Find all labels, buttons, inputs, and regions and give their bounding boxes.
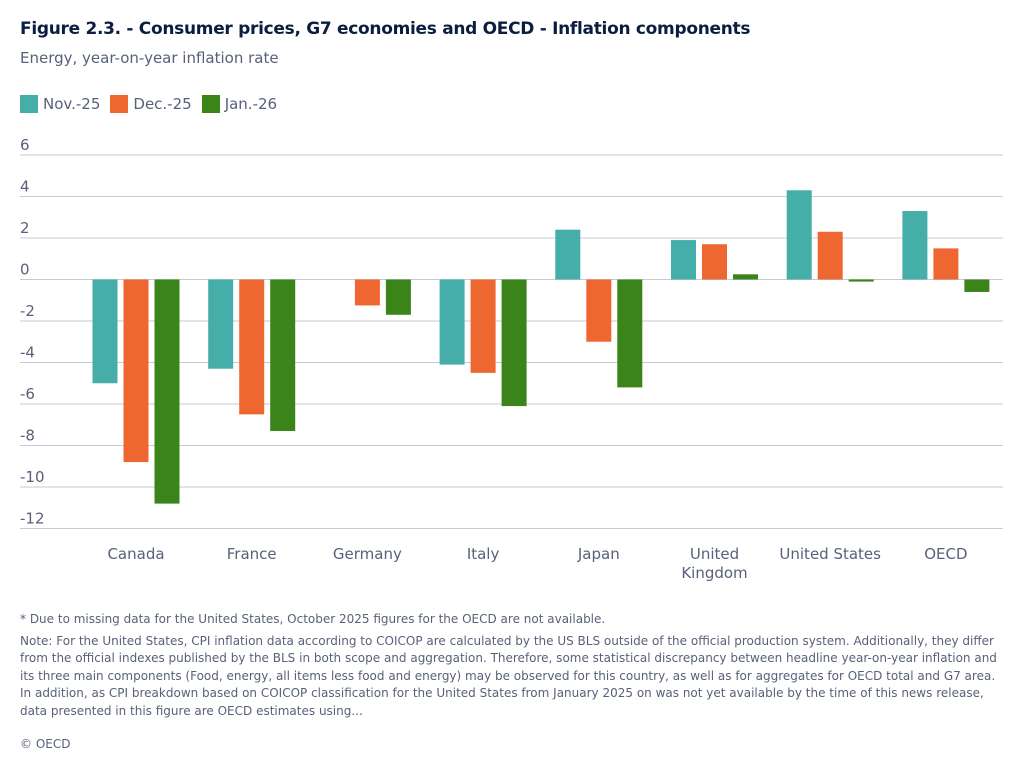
y-tick-label: 2 — [20, 219, 30, 237]
y-tick-label: -8 — [20, 427, 35, 445]
bar-Jan.-26-United Kingdom — [733, 274, 758, 280]
y-tick-label: 6 — [20, 136, 30, 154]
bar-Jan.-26-United States — [848, 279, 874, 282]
y-tick-label: 0 — [20, 261, 30, 279]
bar-Dec.-25-United Kingdom — [702, 244, 727, 280]
bar-Nov.-25-France — [208, 279, 234, 369]
y-tick-label: -12 — [20, 510, 45, 528]
bar-Nov.-25-Italy — [439, 279, 465, 365]
bar-Dec.-25-Italy — [470, 279, 496, 373]
bar-Dec.-25-Japan — [586, 279, 612, 342]
x-tick-label: OECD — [924, 545, 967, 563]
bar-Nov.-25-Canada — [92, 279, 118, 384]
footnote: * Due to missing data for the United Sta… — [20, 612, 606, 626]
bar-Nov.-25-Japan — [555, 229, 581, 280]
legend-label: Dec.-25 — [133, 95, 192, 113]
bar-Jan.-26-Canada — [154, 279, 180, 504]
bar-Dec.-25-Canada — [123, 279, 149, 463]
x-tick-label: Japan — [577, 545, 620, 563]
legend-label: Nov.-25 — [43, 95, 101, 113]
y-tick-label: -10 — [20, 468, 45, 486]
x-tick-label: Italy — [467, 545, 500, 563]
legend-item-jan[interactable]: Jan.-26 — [201, 95, 278, 113]
bar-Jan.-26-France — [270, 279, 296, 431]
bar-Nov.-25-OECD — [902, 211, 928, 280]
x-tick-label: Canada — [107, 545, 164, 563]
x-tick-label: Kingdom — [681, 564, 747, 582]
x-tick-label: United — [690, 545, 739, 563]
chart-subtitle: Energy, year-on-year inflation rate — [20, 49, 279, 67]
bar-Jan.-26-Germany — [385, 279, 411, 315]
bar-Dec.-25-Germany — [354, 279, 380, 306]
x-tick-label: United States — [779, 545, 881, 563]
bar-Nov.-25-United States — [786, 190, 812, 280]
chart-title: Figure 2.3. - Consumer prices, G7 econom… — [20, 19, 751, 39]
legend-label: Jan.-26 — [224, 95, 278, 113]
legend-item-dec[interactable]: Dec.-25 — [110, 95, 192, 113]
legend: Nov.-25 Dec.-25 Jan.-26 — [20, 95, 277, 113]
bar-Jan.-26-Japan — [617, 279, 643, 388]
legend-item-nov[interactable]: Nov.-25 — [20, 95, 100, 113]
legend-swatch — [201, 95, 220, 113]
bar-Nov.-25-United Kingdom — [671, 240, 696, 280]
x-tick-label: Germany — [333, 545, 402, 563]
copyright: © OECD — [20, 737, 71, 751]
bar-Dec.-25-France — [239, 279, 265, 415]
y-tick-label: -2 — [20, 302, 35, 320]
legend-swatch — [20, 95, 38, 113]
bar-chart: 6 4 2 0 -2 -4 -6 -8 -10 -12 Canada France Germany Ita… — [20, 136, 1003, 582]
note: Note: For the United States, CPI inflati… — [20, 634, 997, 718]
bar-Jan.-26-OECD — [964, 279, 990, 292]
y-tick-label: 4 — [20, 178, 30, 196]
x-tick-label: France — [227, 545, 277, 563]
bar-Jan.-26-Italy — [501, 279, 527, 407]
legend-swatch — [110, 95, 129, 113]
bar-Dec.-25-OECD — [933, 248, 959, 280]
y-tick-label: -6 — [20, 385, 35, 403]
y-tick-label: -4 — [20, 344, 35, 362]
bar-Dec.-25-United States — [817, 231, 843, 280]
